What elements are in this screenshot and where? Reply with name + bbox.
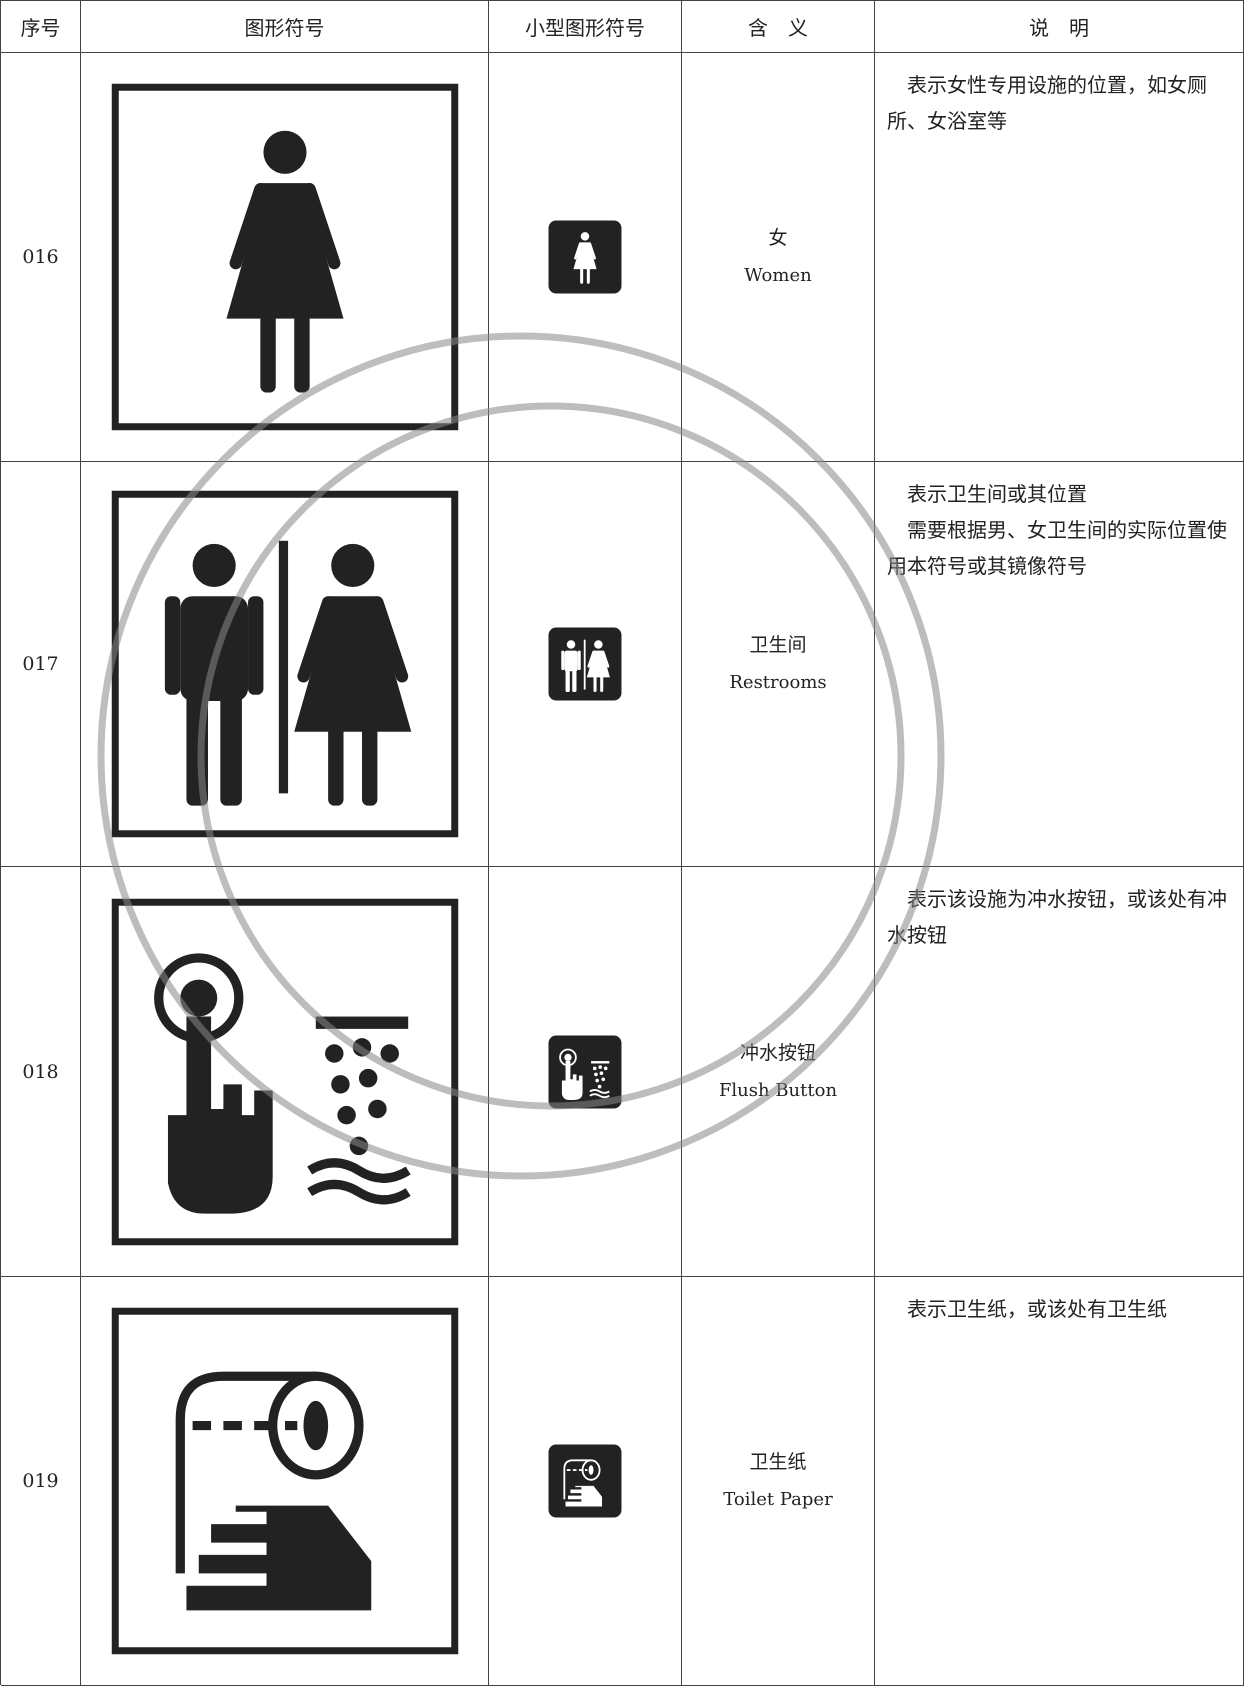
- small-pictogram: [489, 462, 682, 867]
- meaning-zh: 卫生纸: [749, 1451, 807, 1473]
- pictogram: [81, 462, 489, 867]
- description: 表示该设施为冲水按钮，或该处有冲水按钮: [875, 867, 1244, 1277]
- description: 表示卫生纸，或该处有卫生纸: [875, 1277, 1244, 1686]
- pictogram-symbol: [111, 1307, 458, 1655]
- description-paragraph: 表示女性专用设施的位置，如女厕所、女浴室等: [887, 73, 1207, 133]
- pictogram-symbol: [111, 490, 458, 838]
- description-paragraph: 表示卫生间或其位置: [907, 482, 1087, 506]
- meaning-en: Women: [744, 265, 812, 286]
- description: 表示女性专用设施的位置，如女厕所、女浴室等: [875, 53, 1244, 462]
- row-number: 018: [1, 867, 81, 1277]
- pictogram: [81, 867, 489, 1277]
- meaning: 女 Women: [682, 53, 875, 462]
- header-cell: 含 义: [682, 1, 875, 53]
- meaning: 卫生纸 Toilet Paper: [682, 1277, 875, 1686]
- small-pictogram: [489, 867, 682, 1277]
- description-paragraph: 表示卫生纸，或该处有卫生纸: [907, 1297, 1167, 1321]
- meaning-zh: 冲水按钮: [739, 1041, 816, 1064]
- meaning: 冲水按钮 Flush Button: [682, 867, 875, 1277]
- description: 表示卫生间或其位置需要根据男、女卫生间的实际位置使用本符号或其镜像符号: [875, 462, 1244, 867]
- meaning-en: Toilet Paper: [723, 1489, 833, 1510]
- header-cell: 图形符号: [81, 1, 489, 53]
- small-symbol: [548, 220, 622, 294]
- header-cell: 小型图形符号: [489, 1, 682, 53]
- meaning-en: Flush Button: [718, 1079, 838, 1101]
- small-symbol: [548, 627, 622, 701]
- small-symbol: [548, 1035, 622, 1108]
- pictogram-symbol: [111, 83, 458, 431]
- row-number: 019: [1, 1277, 81, 1686]
- header-cell: 说 明: [875, 1, 1244, 53]
- meaning-en: Restrooms: [729, 672, 827, 693]
- description-paragraph: 需要根据男、女卫生间的实际位置使用本符号或其镜像符号: [887, 518, 1227, 578]
- meaning-zh: 卫生间: [749, 634, 807, 656]
- meaning-zh: 女: [768, 227, 788, 249]
- description-paragraph: 表示该设施为冲水按钮，或该处有冲水按钮: [887, 887, 1227, 947]
- header-cell: 序号: [1, 1, 81, 53]
- pictogram: [81, 1277, 489, 1686]
- pictogram-symbol: [111, 898, 458, 1245]
- small-pictogram: [489, 53, 682, 462]
- row-number: 017: [1, 462, 81, 867]
- small-symbol: [548, 1444, 622, 1518]
- meaning: 卫生间 Restrooms: [682, 462, 875, 867]
- pictogram: [81, 53, 489, 462]
- row-number: 016: [1, 53, 81, 462]
- small-pictogram: [489, 1277, 682, 1686]
